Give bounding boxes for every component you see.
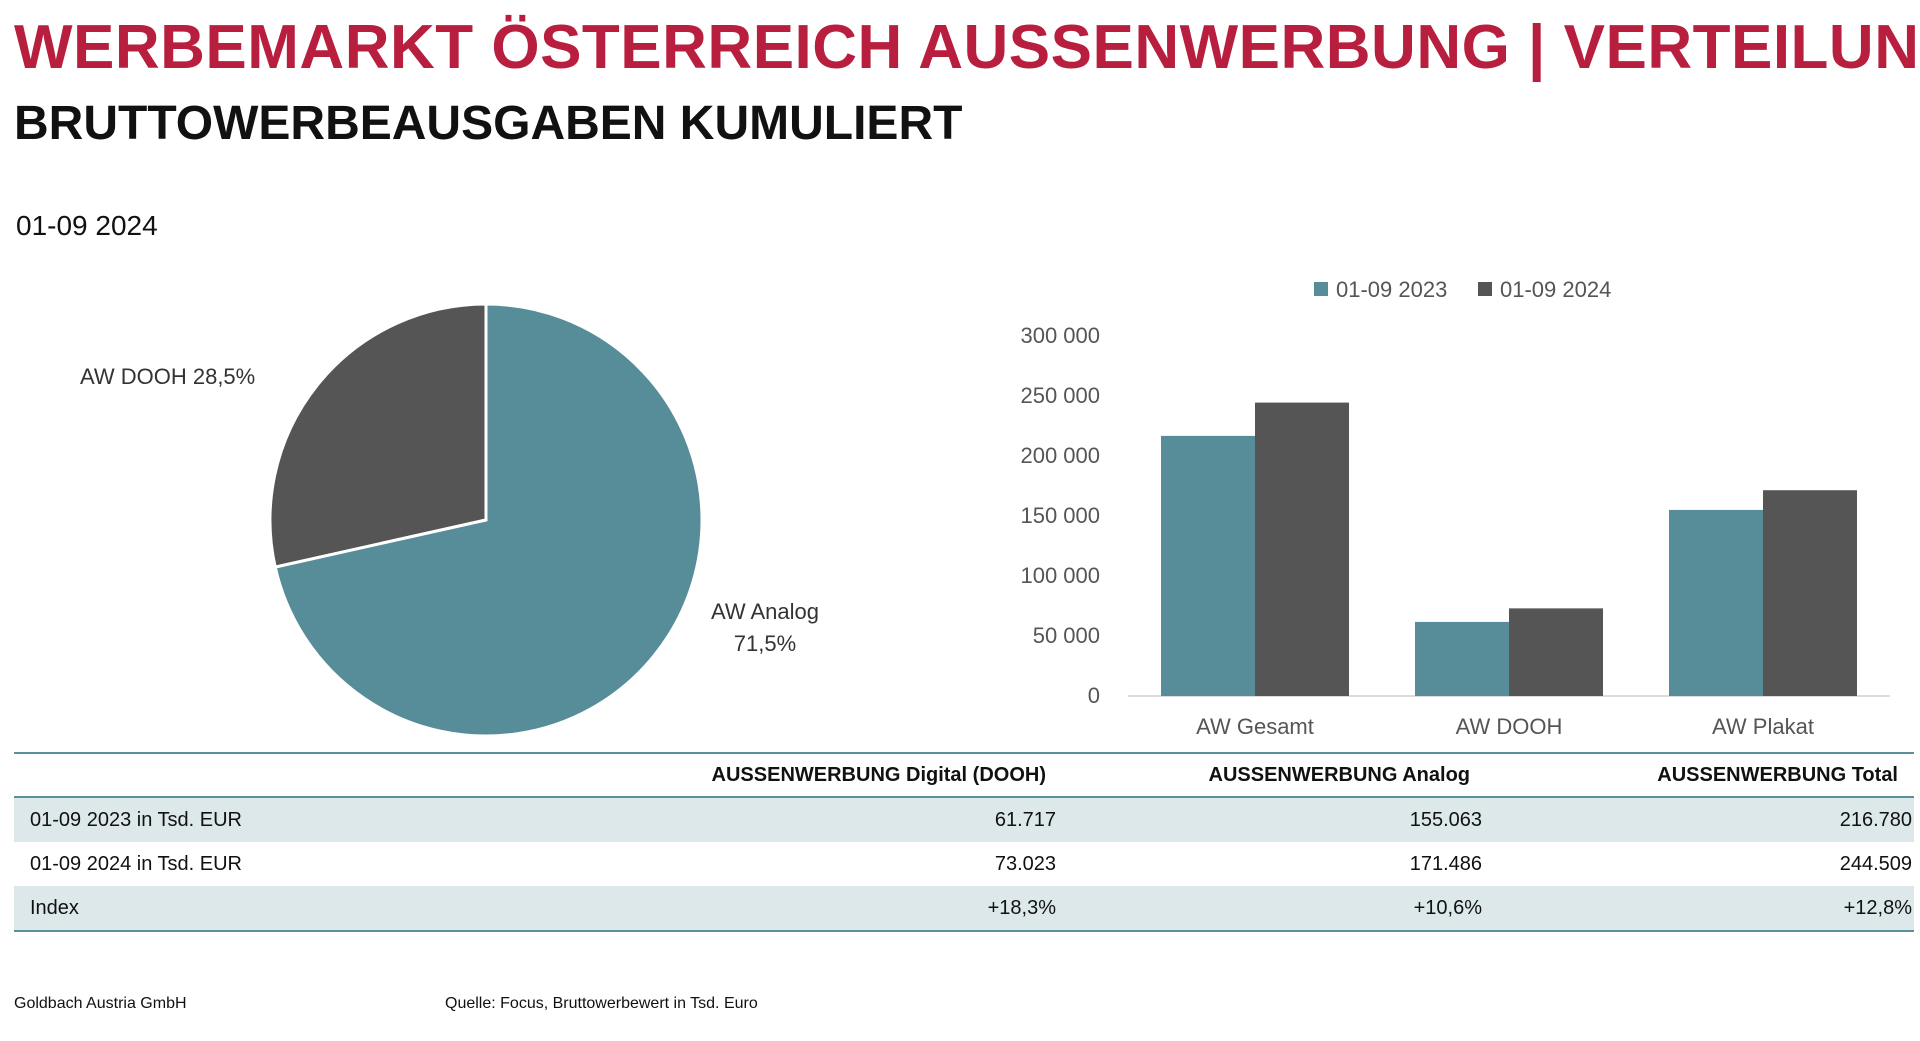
pie-label-dooh: AW DOOH 28,5% — [80, 364, 255, 389]
y-tick-label: 100 000 — [1020, 563, 1100, 588]
x-category-label: AW Plakat — [1712, 714, 1814, 739]
cell-total: 216.780 — [1839, 808, 1912, 831]
row-label: Index — [30, 896, 79, 919]
bar-chart: 0 50 000 100 000 150 000 200 000 250 000 300 0… — [1020, 277, 1890, 739]
pie-chart: AW DOOH 28,5% AW Analog 71,5% — [80, 302, 819, 738]
bar-aw-gesamt-2023 — [1161, 435, 1255, 696]
pie-label-analog: AW Analog — [711, 599, 819, 624]
cell-total: 244.509 — [1839, 852, 1912, 875]
x-category-label: AW DOOH — [1456, 714, 1563, 739]
pie-slice-aw-analog — [273, 302, 704, 738]
legend-swatch — [1314, 282, 1328, 296]
cell-dooh: +18,3% — [987, 896, 1056, 919]
bar-aw-dooh-2024 — [1509, 608, 1603, 696]
legend-label: 01-09 2023 — [1336, 277, 1447, 302]
data-table: AUSSENWERBUNG Digital (DOOH) AUSSENWERBU… — [14, 752, 1914, 932]
period-label: 01-09 2024 — [16, 210, 158, 241]
cell-dooh: 73.023 — [994, 852, 1056, 875]
cell-total: +12,8% — [1843, 896, 1912, 919]
footer-source: Quelle: Focus, Bruttowerbewert in Tsd. E… — [445, 995, 758, 1012]
bar-aw-dooh-2023 — [1415, 621, 1509, 696]
table-header-row: AUSSENWERBUNG Digital (DOOH) AUSSENWERBU… — [14, 754, 1914, 798]
row-label: 01-09 2023 in Tsd. EUR — [30, 808, 242, 831]
cell-analog: 155.063 — [1409, 808, 1482, 831]
table-row: 01-09 2024 in Tsd. EUR 73.023 171.486 24… — [14, 842, 1914, 886]
row-label: 01-09 2024 in Tsd. EUR — [30, 852, 242, 875]
y-tick-label: 250 000 — [1020, 383, 1100, 408]
bar-aw-gesamt-2024 — [1255, 402, 1349, 696]
cell-dooh: 61.717 — [994, 808, 1056, 831]
table-header-total: AUSSENWERBUNG Total — [1657, 763, 1898, 786]
legend-swatch — [1478, 282, 1492, 296]
y-tick-label: 150 000 — [1020, 503, 1100, 528]
table-header-dooh: AUSSENWERBUNG Digital (DOOH) — [711, 763, 1046, 786]
pie-label-analog-value: 71,5% — [734, 631, 796, 656]
legend-label: 01-09 2024 — [1500, 277, 1611, 302]
bar-aw-plakat-2024 — [1763, 490, 1857, 696]
table-row: 01-09 2023 in Tsd. EUR 61.717 155.063 21… — [14, 798, 1914, 842]
page-subtitle: BRUTTOWERBEAUSGABEN KUMULIERT — [14, 97, 963, 150]
bar-aw-plakat-2023 — [1669, 509, 1763, 696]
cell-analog: +10,6% — [1413, 896, 1482, 919]
y-tick-label: 300 000 — [1020, 323, 1100, 348]
y-tick-label: 200 000 — [1020, 443, 1100, 468]
x-category-label: AW Gesamt — [1196, 714, 1314, 739]
table-row: Index +18,3% +10,6% +12,8% — [14, 886, 1914, 930]
footer-company: Goldbach Austria GmbH — [14, 995, 187, 1012]
y-tick-label: 50 000 — [1033, 623, 1100, 648]
cell-analog: 171.486 — [1409, 852, 1482, 875]
y-tick-label: 0 — [1088, 683, 1100, 708]
page-title: WERBEMARKT ÖSTERREICH AUSSENWERBUNG | VE… — [14, 13, 1920, 82]
table-header-analog: AUSSENWERBUNG Analog — [1208, 763, 1470, 786]
pie-slice-aw-dooh — [268, 302, 488, 569]
